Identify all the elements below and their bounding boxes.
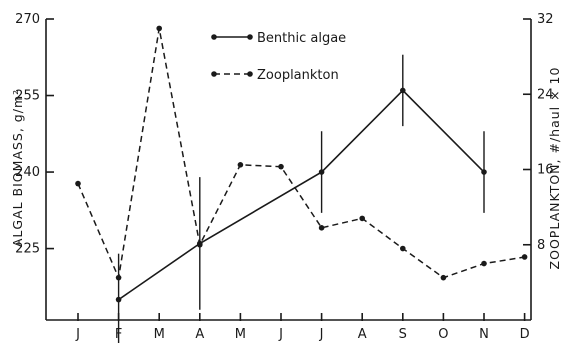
data-point-benthic-algae [400,87,406,94]
x-tick-label: D [520,327,530,342]
data-point-benthic-algae [318,169,325,175]
data-point-benthic-algae [481,169,487,175]
y2-tick-label: 8 [537,238,545,253]
y-axis-title: ALGAL BIOMASS, g/m² [10,89,25,247]
y2-tick-label: 32 [537,12,554,27]
x-tick-label: S [399,327,407,342]
data-point-zooplankton [156,25,162,32]
x-tick-label: A [195,327,204,342]
x-tick-label: N [479,327,489,342]
y-tick-label: 225 [15,242,40,257]
legend-marker-benthic-algae-end [247,34,253,40]
data-point-zooplankton [318,225,325,231]
data-point-benthic-algae [115,296,122,303]
legend-marker-zooplankton-end [247,71,253,77]
y2-tick-label: 16 [537,163,554,178]
data-point-zooplankton [481,260,487,267]
x-tick-label: O [438,327,448,342]
data-point-zooplankton [521,254,528,260]
x-tick-label: J [278,327,283,342]
data-point-zooplankton [115,274,122,281]
data-point-zooplankton [359,215,366,222]
legend-label-benthic-algae: Benthic algae [257,31,346,46]
data-point-zooplankton [75,180,81,187]
x-tick-label: J [319,327,324,342]
legend: Benthic algae Zooplankton [211,31,346,83]
legend-label-zooplankton: Zooplankton [257,68,339,83]
y2-axis-title: ZOOPLANKTON, #/haul × 10 [547,67,562,270]
y-tick-label: 270 [15,12,40,27]
y-tick-label: 255 [15,89,40,104]
data-point-zooplankton [400,245,406,252]
data-point-zooplankton [278,163,284,170]
data-point-zooplankton [197,241,203,248]
x-tick-label: M [235,327,246,342]
x-tick-label: A [358,327,367,342]
x-tick-label: M [154,327,165,342]
data-point-zooplankton [237,161,244,168]
x-tick-label: J [75,327,80,342]
data-point-zooplankton [440,274,447,281]
legend-marker-zooplankton [211,71,217,77]
series-layer [75,25,528,343]
y2-tick-label: 24 [537,87,554,102]
y-tick-label: 240 [15,165,40,180]
series-line-zooplankton [77,28,525,281]
legend-marker-benthic-algae [211,34,217,40]
ticks: 2252402552708162432JFMAMJJASOND [15,12,553,342]
